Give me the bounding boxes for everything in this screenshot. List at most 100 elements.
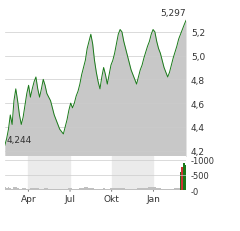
Bar <box>103 188 105 191</box>
Bar <box>68 188 70 191</box>
Bar <box>101 189 103 191</box>
Text: 4,244: 4,244 <box>7 136 32 145</box>
Bar <box>33 188 35 191</box>
Bar <box>20 189 22 191</box>
Bar <box>185 165 187 191</box>
Bar <box>88 188 90 191</box>
Bar <box>139 188 141 191</box>
Bar <box>105 189 106 191</box>
Bar <box>126 189 128 191</box>
Bar <box>161 189 163 191</box>
Bar <box>123 188 125 191</box>
Bar <box>66 189 68 191</box>
Bar <box>172 189 174 191</box>
Bar <box>17 188 18 191</box>
Bar <box>70 188 72 191</box>
Bar <box>75 189 77 191</box>
Bar <box>180 172 181 191</box>
Bar <box>170 189 172 191</box>
Bar <box>106 189 108 191</box>
Bar <box>26 189 28 191</box>
Bar <box>18 189 20 191</box>
Bar <box>165 189 167 191</box>
Bar <box>178 188 180 191</box>
Bar <box>62 189 64 191</box>
Bar <box>55 189 57 191</box>
Text: Okt: Okt <box>104 195 120 204</box>
Bar <box>150 188 152 191</box>
Bar <box>158 188 159 191</box>
Bar <box>94 189 95 191</box>
Bar <box>11 189 13 191</box>
Bar <box>64 189 66 191</box>
Bar <box>84 188 86 191</box>
Bar <box>167 189 169 191</box>
Bar <box>176 188 178 191</box>
Bar <box>77 189 79 191</box>
Bar <box>61 189 62 191</box>
Bar <box>132 189 134 191</box>
Bar <box>37 188 39 191</box>
Bar <box>159 188 161 191</box>
Bar <box>136 189 138 191</box>
Bar <box>128 189 130 191</box>
Bar <box>169 189 170 191</box>
Bar <box>108 189 110 191</box>
Bar <box>115 188 117 191</box>
Bar <box>30 188 31 191</box>
Bar <box>15 188 17 191</box>
Bar <box>41 189 42 191</box>
Bar <box>6 188 7 191</box>
Bar <box>53 189 55 191</box>
Bar <box>35 188 37 191</box>
Text: Jul: Jul <box>65 195 76 204</box>
Bar <box>90 188 92 191</box>
Bar <box>57 189 59 191</box>
Bar <box>119 188 121 191</box>
Bar <box>48 189 50 191</box>
Bar <box>174 188 176 191</box>
Bar <box>114 188 115 191</box>
Bar <box>147 188 149 191</box>
Bar <box>163 189 165 191</box>
Bar <box>138 188 139 191</box>
Bar <box>79 188 81 191</box>
Bar <box>9 188 11 191</box>
Bar <box>72 189 73 191</box>
Bar <box>141 188 143 191</box>
Bar <box>83 188 84 191</box>
Bar <box>134 189 136 191</box>
Bar <box>81 188 83 191</box>
Bar <box>154 188 156 191</box>
Bar <box>13 187 15 191</box>
Bar <box>42 189 44 191</box>
Bar <box>92 188 94 191</box>
Bar <box>149 188 150 191</box>
Bar <box>181 167 183 191</box>
Bar <box>24 188 26 191</box>
Bar <box>46 188 48 191</box>
Bar <box>145 188 147 191</box>
Text: Jan: Jan <box>146 195 160 204</box>
Bar <box>22 188 24 191</box>
Bar <box>28 189 30 191</box>
Bar <box>183 163 185 191</box>
Bar <box>50 189 51 191</box>
Bar <box>121 188 123 191</box>
Text: Apr: Apr <box>21 195 36 204</box>
Bar <box>59 189 61 191</box>
Bar <box>4 187 6 191</box>
Bar <box>112 188 114 191</box>
Bar <box>73 189 75 191</box>
Bar <box>110 188 112 191</box>
Bar <box>97 189 99 191</box>
Bar <box>130 189 132 191</box>
Bar <box>95 189 97 191</box>
Bar <box>7 188 9 191</box>
Bar <box>44 188 46 191</box>
Bar <box>51 189 53 191</box>
Bar <box>39 189 41 191</box>
Bar <box>156 188 158 191</box>
Bar <box>152 187 154 191</box>
Bar <box>112 157 153 191</box>
